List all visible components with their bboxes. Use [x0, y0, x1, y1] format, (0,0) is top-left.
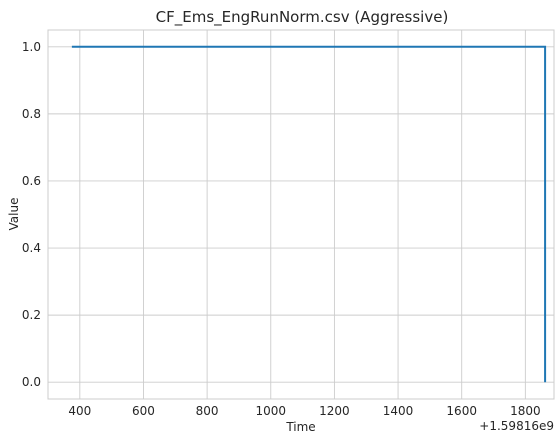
y-tick-label: 1.0: [22, 40, 41, 54]
plot-area: [47, 29, 555, 400]
y-tick-label: 0.4: [22, 241, 41, 255]
x-tick-label: 1000: [255, 404, 286, 418]
x-axis-ticks: 400 600 800 1000 1200 1400 1600 1800: [68, 404, 540, 418]
y-tick-label: 0.0: [22, 375, 41, 389]
x-tick-label: 1200: [319, 404, 350, 418]
y-tick-label: 0.8: [22, 107, 41, 121]
x-tick-label: 600: [132, 404, 155, 418]
x-tick-label: 800: [196, 404, 219, 418]
x-axis-offset-label: +1.59816e9: [479, 419, 554, 433]
series-layer: [71, 45, 547, 383]
x-tick-label: 1400: [383, 404, 414, 418]
series-line-0: [71, 45, 547, 383]
y-tick-label: 0.6: [22, 174, 41, 188]
y-tick-label: 0.2: [22, 308, 41, 322]
x-tick-label: 1800: [510, 404, 541, 418]
y-axis-label: Value: [7, 198, 21, 231]
chart-title: CF_Ems_EngRunNorm.csv (Aggressive): [156, 8, 449, 27]
y-axis-ticks: 0.0 0.2 0.4 0.6 0.8 1.0: [22, 40, 41, 389]
x-tick-label: 400: [68, 404, 91, 418]
x-axis-label: Time: [285, 420, 315, 434]
x-tick-label: 1600: [446, 404, 477, 418]
